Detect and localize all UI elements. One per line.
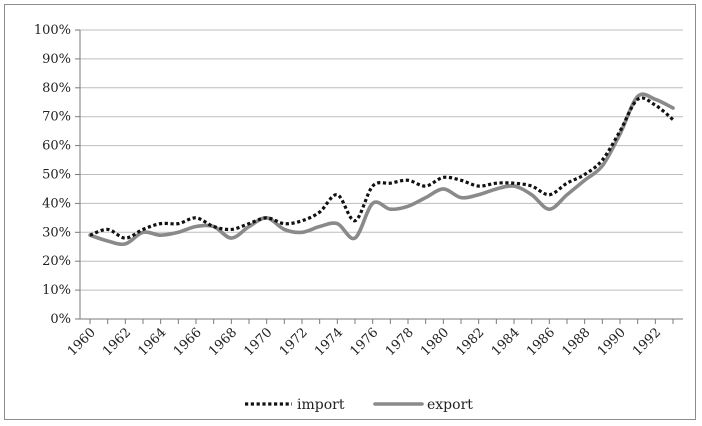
y-tick-label: 80% [42, 81, 71, 96]
x-tick-label: 1980 [418, 325, 452, 359]
x-tick-label: 1986 [524, 325, 558, 359]
x-tick-label: 1984 [489, 325, 523, 359]
x-tick-label: 1976 [347, 325, 381, 359]
x-tick-label: 1970 [241, 325, 275, 359]
x-tick-label: 1960 [65, 325, 99, 359]
y-tick-label: 90% [42, 52, 71, 67]
x-tick-label: 1992 [630, 325, 664, 359]
x-tick-label: 1968 [206, 325, 240, 359]
y-tick-label: 50% [42, 168, 71, 183]
x-tick-label: 1982 [453, 325, 487, 359]
y-tick-label: 0% [50, 312, 71, 327]
series-import-line [89, 96, 675, 240]
x-tick-label: 1966 [171, 325, 205, 359]
y-tick-label: 40% [42, 196, 71, 211]
y-tick-label: 20% [42, 254, 71, 269]
y-tick-label: 60% [42, 139, 71, 154]
series-export-line [88, 92, 675, 247]
x-tick-label: 1964 [135, 325, 169, 359]
legend-import-label: import [297, 397, 345, 413]
x-tick-label: 1972 [277, 325, 311, 359]
x-tick-label: 1962 [100, 325, 134, 359]
legend-export-label: export [427, 397, 473, 413]
x-tick-label: 1978 [383, 325, 417, 359]
x-tick-label: 1990 [595, 325, 629, 359]
legend: import export [245, 397, 473, 413]
y-axis-ticks: 0% 10% 20% 30% 40% 50% 60% 70% 80% 90% 100% [34, 23, 71, 327]
x-tick-label: 1974 [312, 325, 346, 359]
y-tick-label: 10% [42, 283, 71, 298]
x-axis-ticks: 1960 1962 1964 1966 1968 1970 1972 1974 1976 1978… [65, 325, 664, 359]
chart-frame [4, 4, 696, 420]
y-tick-label: 30% [42, 225, 71, 240]
y-tick-label: 100% [34, 23, 71, 38]
series-lines [88, 92, 675, 247]
x-tick-label: 1988 [559, 325, 593, 359]
y-tick-label: 70% [42, 110, 71, 125]
